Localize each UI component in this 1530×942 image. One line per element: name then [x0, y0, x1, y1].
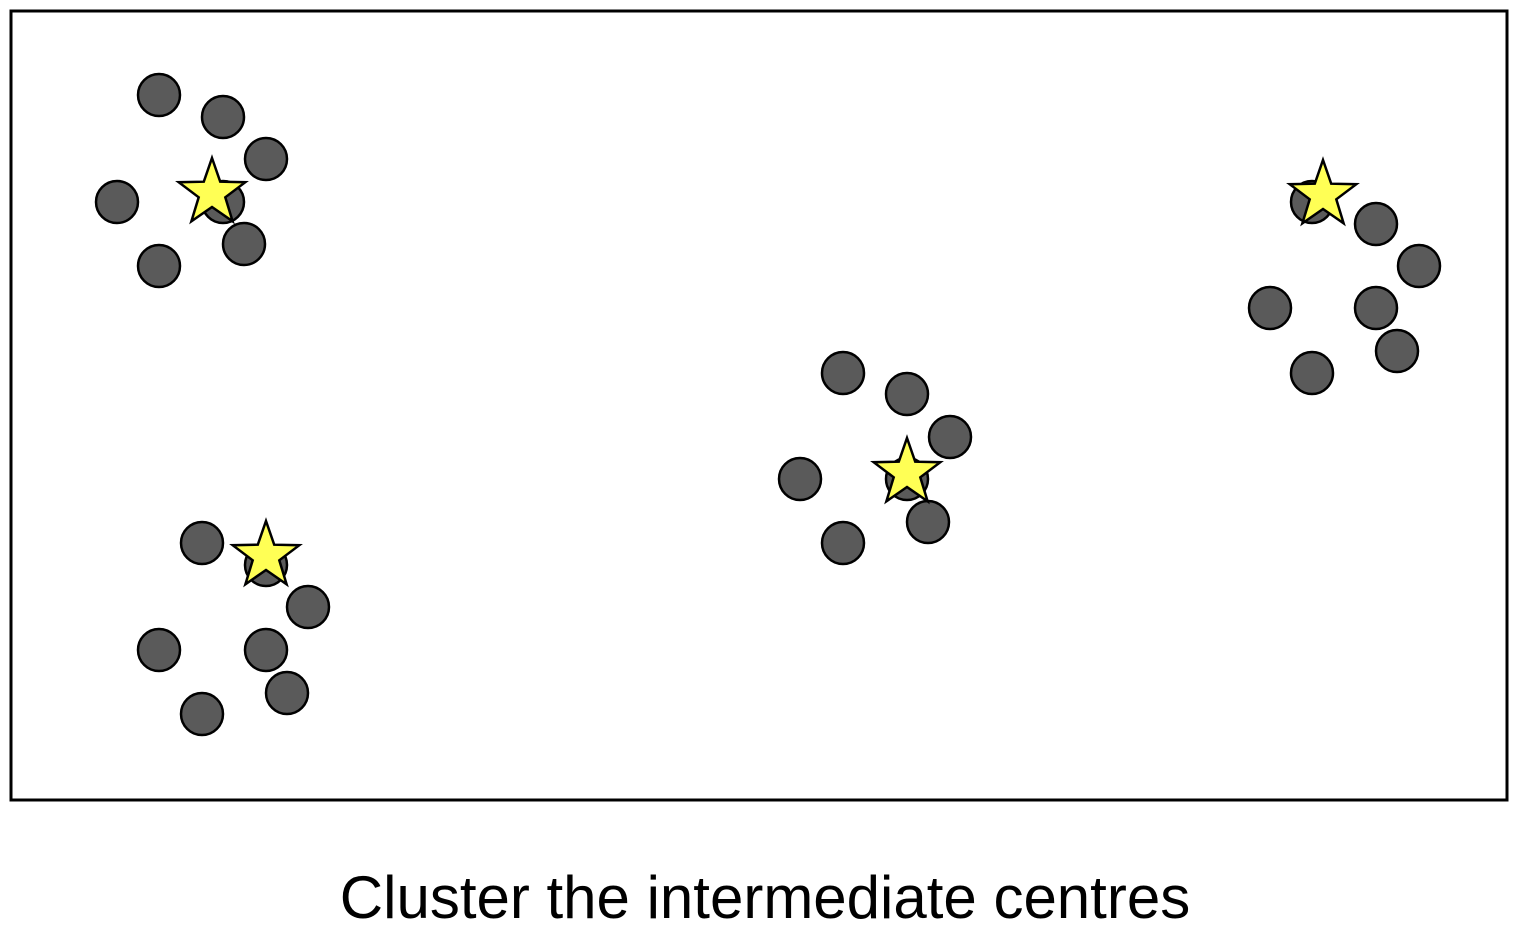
data-point-top-right-3 [1396, 243, 1442, 289]
centre-star-icon-middle [870, 434, 944, 505]
caption: Cluster the intermediate centres [339, 864, 1191, 931]
data-point-top-left-6 [221, 221, 267, 267]
data-point-middle-2 [884, 371, 930, 417]
data-point-top-left-1 [136, 72, 182, 118]
data-point-bottom-left-4 [136, 627, 182, 673]
data-point-top-left-3 [243, 136, 289, 182]
data-point-bottom-left-3 [285, 584, 331, 630]
data-point-top-right-2 [1353, 201, 1399, 247]
data-point-top-right-6 [1374, 328, 1420, 374]
cluster-diagram [9, 9, 1509, 802]
data-point-top-left-2 [200, 94, 246, 140]
data-point-bottom-left-1 [179, 520, 225, 566]
data-point-top-right-4 [1247, 285, 1293, 331]
cluster-centres [175, 154, 1360, 588]
centre-star-icon-top-right [1286, 156, 1360, 227]
data-point-top-left-4 [94, 179, 140, 225]
data-point-top-left-7 [136, 243, 182, 289]
data-point-top-right-7 [1289, 350, 1335, 396]
data-point-bottom-left-5 [243, 627, 289, 673]
centre-star-icon-top-left [175, 154, 249, 225]
data-point-middle-1 [820, 350, 866, 396]
data-point-middle-4 [777, 456, 823, 502]
data-points [94, 72, 1442, 737]
data-point-middle-3 [927, 414, 973, 460]
centre-star-icon-bottom-left [229, 517, 303, 588]
data-point-bottom-left-7 [179, 691, 225, 737]
data-point-middle-6 [905, 499, 951, 545]
data-point-top-right-5 [1353, 285, 1399, 331]
data-point-bottom-left-6 [264, 670, 310, 716]
data-point-middle-7 [820, 520, 866, 566]
